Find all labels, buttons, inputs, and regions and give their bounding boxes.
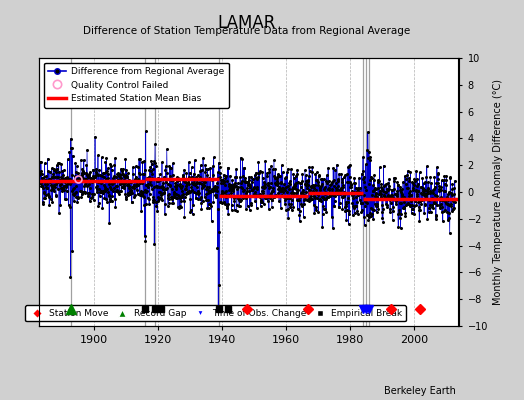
Text: LAMAR: LAMAR [217,14,276,32]
Legend: Station Move, Record Gap, Time of Obs. Change, Empirical Break: Station Move, Record Gap, Time of Obs. C… [25,305,406,322]
Y-axis label: Monthly Temperature Anomaly Difference (°C): Monthly Temperature Anomaly Difference (… [494,79,504,305]
Text: Difference of Station Temperature Data from Regional Average: Difference of Station Temperature Data f… [83,26,410,36]
Text: Berkeley Earth: Berkeley Earth [384,386,456,396]
